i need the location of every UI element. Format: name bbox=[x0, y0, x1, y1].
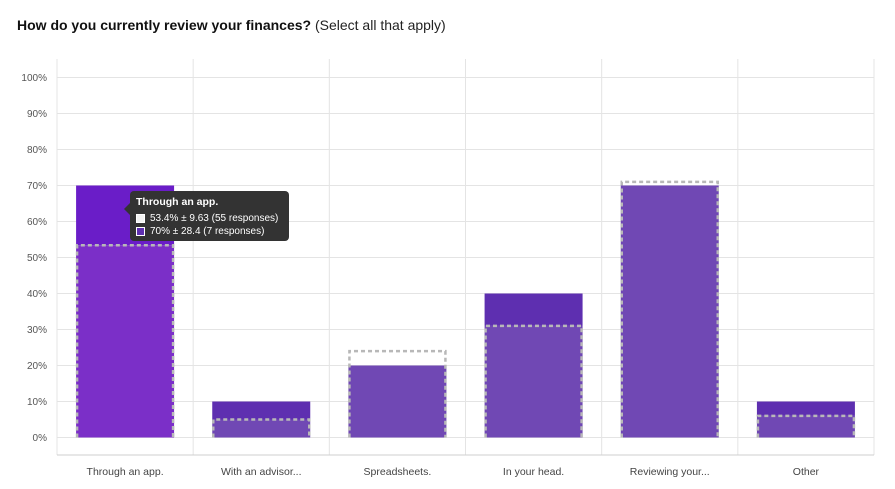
x-tick-label: With an advisor... bbox=[221, 466, 302, 478]
bar bbox=[348, 365, 447, 438]
y-tick-label: 50% bbox=[27, 253, 47, 264]
y-tick-label: 0% bbox=[33, 433, 48, 444]
tooltip-title: Through an app. bbox=[136, 196, 219, 208]
y-tick-label: 70% bbox=[27, 181, 47, 192]
x-tick-label: In your head. bbox=[503, 466, 564, 478]
tooltip-row-benchmark: 53.4% ± 9.63 (55 responses) bbox=[136, 212, 283, 225]
bar-lower-segment bbox=[756, 415, 855, 438]
y-tick-label: 30% bbox=[27, 325, 47, 336]
y-tick-label: 60% bbox=[27, 217, 47, 228]
y-tick-label: 10% bbox=[27, 397, 47, 408]
x-tick-label: Through an app. bbox=[87, 466, 164, 478]
benchmark-outline bbox=[212, 418, 311, 438]
bar-upper-segment bbox=[212, 401, 311, 420]
bar bbox=[620, 185, 719, 438]
bar-upper-segment bbox=[484, 293, 583, 326]
bar-lower-segment bbox=[76, 245, 175, 438]
y-tick-label: 90% bbox=[27, 109, 47, 120]
bar-lower-segment bbox=[212, 419, 311, 438]
x-tick-label: Reviewing your... bbox=[630, 466, 710, 478]
tooltip-row-current: 70% ± 28.4 (7 responses) bbox=[136, 225, 283, 238]
y-tick-label: 80% bbox=[27, 145, 47, 156]
benchmark-outline bbox=[75, 244, 175, 438]
y-tick-label: 40% bbox=[27, 289, 47, 300]
x-tick-label: Other bbox=[793, 466, 820, 478]
y-tick-label: 100% bbox=[21, 73, 47, 84]
x-tick-label: Spreadsheets. bbox=[364, 466, 432, 478]
y-tick-label: 20% bbox=[27, 361, 47, 372]
benchmark-outline bbox=[756, 414, 856, 438]
bar-tooltip: Through an app. 53.4% ± 9.63 (55 respons… bbox=[124, 191, 289, 241]
benchmark-swatch bbox=[136, 214, 145, 223]
chart-title: How do you currently review your finance… bbox=[17, 17, 446, 33]
benchmark-outline bbox=[620, 180, 719, 438]
bar-upper-segment bbox=[756, 401, 855, 416]
question-qualifier: (Select all that apply) bbox=[314, 17, 446, 33]
current-swatch bbox=[136, 227, 145, 236]
bar-lower-segment bbox=[484, 325, 583, 438]
question-text: How do you currently review your finance… bbox=[17, 17, 312, 33]
benchmark-outline bbox=[348, 349, 447, 438]
tooltip-row-current-text: 70% ± 28.4 (7 responses) bbox=[150, 226, 265, 237]
tooltip-row-benchmark-text: 53.4% ± 9.63 (55 responses) bbox=[150, 213, 279, 224]
